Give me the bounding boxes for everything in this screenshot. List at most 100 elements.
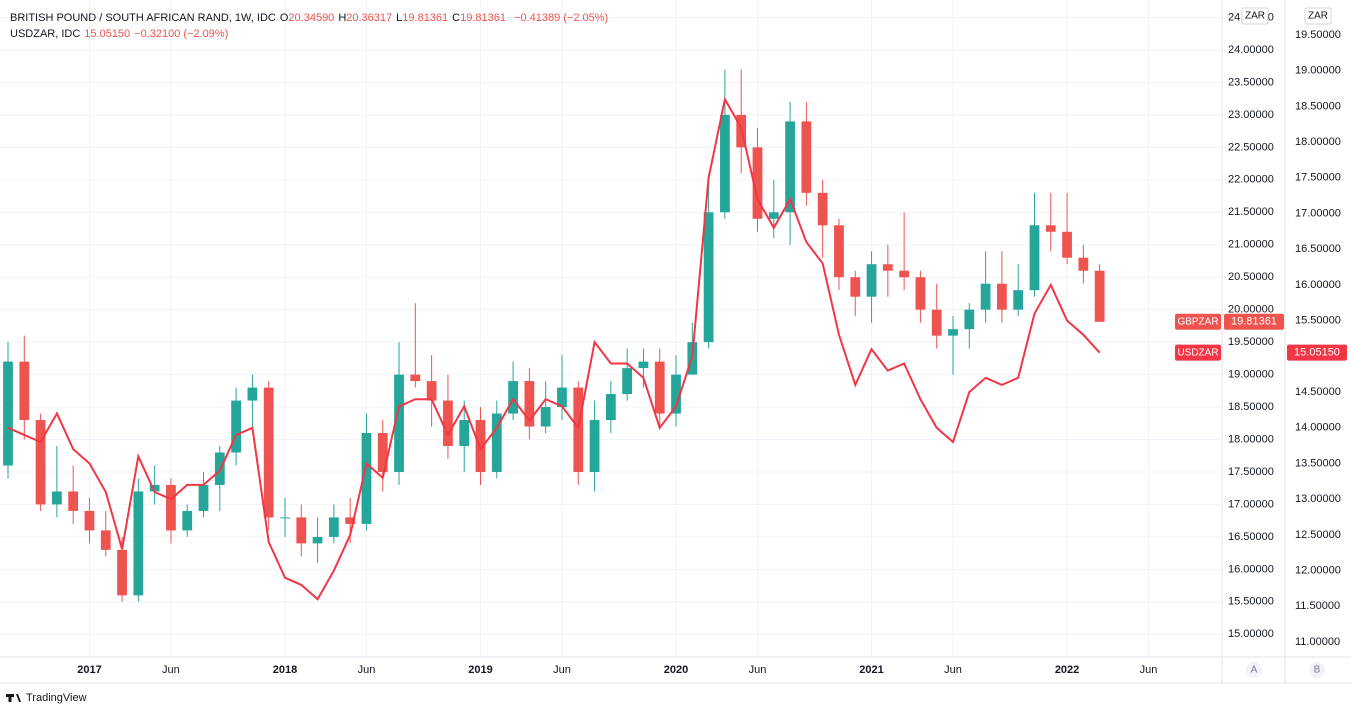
candle-body (573, 387, 584, 472)
unit-box (1304, 7, 1332, 25)
value-badge-label: 15.05150 (1294, 347, 1340, 359)
y-tick-label: 22.00000 (1228, 174, 1274, 186)
candle-body (931, 309, 942, 336)
candle-body (443, 400, 453, 447)
y-tick-label: 16.00000 (1228, 563, 1274, 575)
candle-body (35, 420, 46, 505)
candle-body (866, 264, 877, 297)
candle-body (948, 329, 958, 336)
y-tick-label: 15.50000 (1228, 596, 1274, 608)
name-badge (1175, 313, 1221, 330)
x-tick-label: 2020 (664, 664, 688, 676)
candle-body (263, 387, 274, 518)
y2-tick-label: 16.00000 (1295, 279, 1341, 291)
candle-body (638, 361, 649, 369)
candle-body (752, 147, 763, 219)
y2-tick-label: 13.50000 (1295, 457, 1341, 469)
candle-body (801, 121, 812, 193)
ohlc-value: 20.34590 (288, 12, 335, 24)
axis-button-label: A (1251, 665, 1258, 676)
value-badge (1287, 344, 1347, 361)
y2-tick-label: 14.50000 (1295, 386, 1341, 398)
candle-body (540, 407, 551, 427)
legend-change: −0.41389 (−2.05%) (514, 12, 609, 24)
y2-tick-label: 12.00000 (1295, 564, 1341, 576)
candle-body (1029, 225, 1040, 291)
candle-body (410, 374, 421, 382)
axis-button[interactable] (1246, 662, 1262, 678)
y-tick-label: 23.50000 (1228, 76, 1274, 88)
compare-legend: USDZAR, IDC 15.05150 −0.32100 (−2.09%) (10, 26, 612, 42)
candle-body (589, 420, 600, 472)
candle-body (964, 309, 975, 330)
candle-body (882, 264, 893, 271)
legend-title: USDZAR, IDC (10, 28, 81, 40)
name-badge-label: GBPZAR (1177, 316, 1218, 327)
unit-label: ZAR (1245, 11, 1265, 22)
ohlc-value: 19.81361 (460, 12, 507, 24)
name-badge (1175, 344, 1221, 361)
y2-tick-label: 18.00000 (1295, 136, 1341, 148)
x-tick-label: Jun (1140, 664, 1158, 676)
y-tick-label: 22.50000 (1228, 141, 1274, 153)
y2-tick-label: 19.50000 (1295, 29, 1341, 41)
candle-body (68, 491, 79, 511)
ohlc-key: L (396, 12, 403, 24)
y-tick-label: 19.00000 (1228, 369, 1274, 381)
legend-value: 15.05150 (84, 28, 131, 40)
axis-button[interactable] (1309, 662, 1325, 678)
legend: BRITISH POUND / SOUTH AFRICAN RAND, 1W, … (10, 10, 612, 42)
y-tick-label: 18.50000 (1228, 401, 1274, 413)
x-tick-label: Jun (944, 664, 962, 676)
ohlc: O20.34590 H20.36317 L19.81361 C19.81361 (280, 12, 510, 24)
candle-body (768, 212, 779, 219)
value-badge (1224, 313, 1284, 330)
candle-body (231, 400, 241, 453)
ohlc-value: 19.81361 (402, 12, 449, 24)
candle-body (491, 413, 502, 472)
candle-body (394, 374, 404, 472)
y-tick-label: 20.00000 (1228, 304, 1274, 316)
candle-body (280, 517, 290, 519)
candle-body (720, 114, 730, 213)
x-tick-label: 2019 (468, 664, 492, 676)
brand-logo (6, 694, 21, 702)
candle-body (997, 283, 1007, 310)
y-tick-label: 19.50000 (1228, 336, 1274, 348)
axis-button-label: B (1314, 665, 1321, 676)
candle-body (182, 510, 193, 531)
y-tick-label: 17.00000 (1228, 498, 1274, 510)
candle-body (785, 121, 795, 213)
unit-box (1241, 7, 1269, 25)
candle-body (850, 277, 861, 297)
ohlc-key: H (338, 12, 347, 24)
unit-label: ZAR (1308, 11, 1328, 22)
candle-body (508, 381, 518, 414)
y-tick-label: 15.00000 (1228, 628, 1274, 640)
candle-body (817, 192, 828, 226)
candle-body (1045, 225, 1056, 232)
y-tick-label: 23.00000 (1228, 109, 1274, 121)
y2-tick-label: 17.00000 (1295, 207, 1341, 219)
x-tick-label: 2022 (1055, 664, 1079, 676)
candle-body (361, 433, 372, 524)
candle-body (149, 484, 160, 492)
candle-body (834, 225, 844, 278)
value-badge-label: 19.81361 (1231, 316, 1277, 328)
candle-body (459, 420, 470, 447)
candle-body (328, 517, 339, 537)
candle-body (622, 368, 633, 395)
y2-tick-label: 19.00000 (1295, 65, 1341, 77)
y-tick-label: 18.00000 (1228, 433, 1274, 445)
x-tick-label: 2021 (859, 664, 883, 676)
candle-body (1078, 257, 1089, 271)
candle-body (1062, 231, 1072, 258)
ohlc-value: 20.36317 (346, 12, 393, 24)
candle-body (84, 510, 95, 531)
candle-body (654, 361, 665, 414)
candle-body (51, 491, 62, 505)
candle-body (198, 484, 209, 511)
y2-tick-label: 11.00000 (1295, 636, 1340, 648)
candle-body (426, 381, 437, 401)
candle-body (312, 536, 323, 544)
